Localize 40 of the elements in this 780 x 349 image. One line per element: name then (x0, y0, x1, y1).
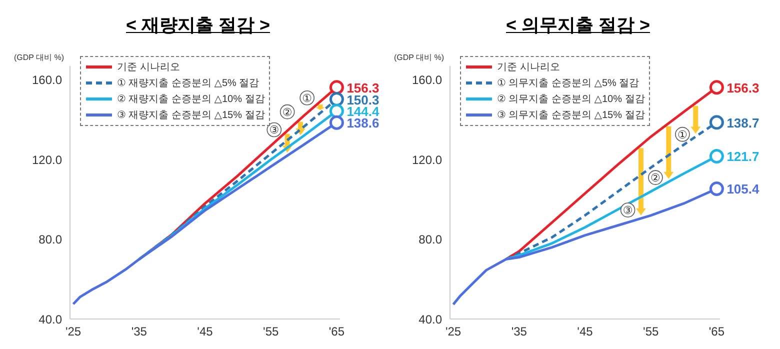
x-tick-label: '55 (643, 324, 659, 339)
data-label: 156.3 (726, 80, 760, 96)
y-tick-label: 40.0 (418, 312, 442, 326)
x-tick-label: '35 (131, 324, 148, 339)
chart-title: < 재량지출 절감 > (126, 15, 270, 35)
data-label: 121.7 (726, 149, 760, 164)
annotation: ① (302, 92, 312, 105)
chart-title: < 의무지출 절감 > (506, 15, 650, 35)
legend-label: 기준 시나리오 (117, 61, 180, 74)
annotation: ③ (269, 124, 280, 137)
legend-label: ② 의무지출 순증분의 △10% 절감 (497, 93, 645, 106)
x-tick-label: '25 (65, 324, 82, 339)
x-tick-label: '65 (328, 324, 345, 339)
annotation: ③ (622, 205, 633, 218)
data-label: 105.4 (726, 182, 760, 197)
y-tick-label: 120.0 (412, 152, 442, 167)
y-tick-label: 40.0 (38, 312, 62, 326)
legend-label: ③ 재량지출 순증분의 △15% 절감 (117, 109, 265, 122)
y-tick-label: 80.0 (38, 232, 62, 247)
y-tick-label: 80.0 (418, 232, 442, 247)
legend-label: ① 재량지출 순증분의 △5% 절감 (117, 77, 260, 90)
y-axis-title: (GDP 대비 %) (394, 52, 444, 63)
x-tick-label: '65 (708, 324, 725, 339)
x-tick-label: '35 (511, 324, 528, 339)
legend-label: 기준 시나리오 (497, 61, 560, 74)
x-tick-label: '55 (263, 324, 279, 339)
annotation: ② (282, 106, 292, 119)
legend-label: ③ 의무지출 순증분의 △15% 절감 (497, 109, 645, 122)
y-tick-label: 160.0 (412, 73, 442, 88)
y-axis-title: (GDP 대비 %) (14, 52, 64, 63)
y-tick-label: 160.0 (32, 73, 62, 88)
x-tick-label: '25 (445, 324, 462, 339)
annotation: ② (650, 172, 661, 185)
data-label: 138.7 (726, 115, 760, 130)
y-tick-label: 120.0 (32, 152, 62, 167)
x-tick-label: '45 (197, 324, 214, 339)
legend-label: ① 의무지출 순증분의 △5% 절감 (497, 77, 640, 90)
annotation: ① (678, 129, 688, 142)
x-tick-label: '45 (577, 324, 594, 339)
legend-label: ② 재량지출 순증분의 △10% 절감 (117, 93, 265, 106)
